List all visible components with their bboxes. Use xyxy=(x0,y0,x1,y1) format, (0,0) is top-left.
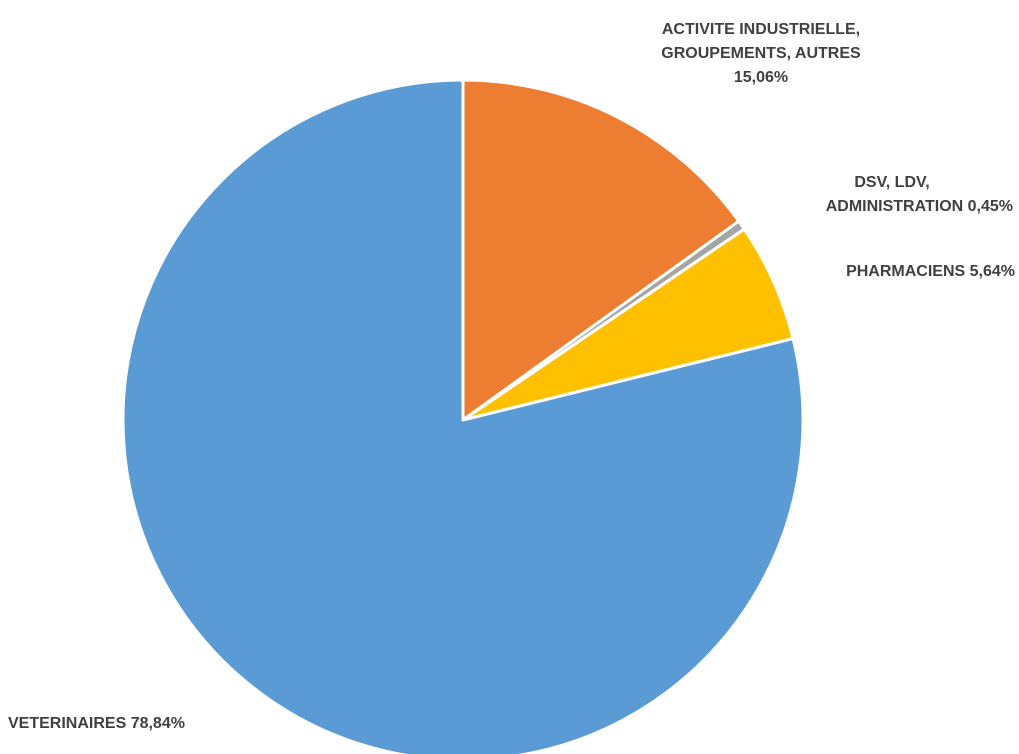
pie-labels: ACTIVITE INDUSTRIELLE, GROUPEMENTS, AUTRE… xyxy=(8,21,1015,732)
pie-slice-activite-industrielle-groupements-autres xyxy=(461,78,741,422)
slice-label-veterinaires: VETERINAIRES 78,84% xyxy=(8,715,185,732)
slice-label-pharmaciens: PHARMACIENS 5,64% xyxy=(846,263,1015,280)
slice-label-dsv-ldv-administration: DSV, LDV, ADMINISTRATION 0,45% xyxy=(826,174,1013,215)
slice-label-activite-industrielle-groupements-autres: ACTIVITE INDUSTRIELLE, GROUPEMENTS, AUTRE… xyxy=(661,21,861,86)
pie-slices xyxy=(121,78,805,754)
pie-slice-veterinaires xyxy=(121,78,805,754)
